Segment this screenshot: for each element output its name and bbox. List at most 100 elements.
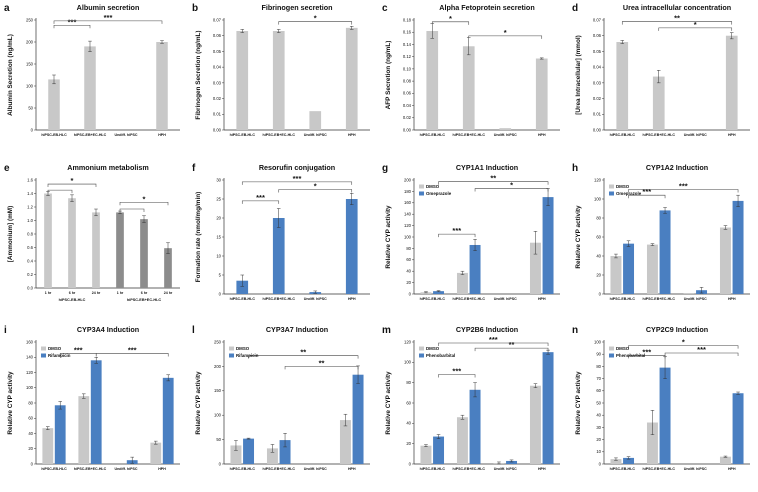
panel-i: i CYP3A4 Induction Relative CYP activity 0 2… — [4, 325, 180, 471]
significance-label: * — [449, 14, 452, 23]
x-category-label: hiPSC-EB+EC-HLC — [74, 133, 107, 137]
bar-omeprazole-3 — [732, 200, 744, 294]
x-category-label: Undiff. hiPSC — [494, 467, 517, 471]
y-tick-label: 0.16 — [403, 30, 412, 35]
y-tick-label: 20 — [216, 215, 221, 220]
bar-3 — [116, 212, 124, 288]
x-category-label: Undiff. hiPSC — [304, 467, 327, 471]
y-tick-label: 1.2 — [27, 204, 33, 209]
y-tick-label: 120 — [404, 223, 412, 228]
panel-letter: d — [572, 3, 578, 14]
legend-swatch — [609, 346, 614, 351]
y-tick-label: 0.07 — [213, 17, 222, 22]
legend-swatch — [419, 191, 424, 196]
bar-dmso-0 — [42, 428, 54, 464]
y-tick-label: 80 — [406, 380, 411, 385]
panel-g: g CYP1A1 Induction Relative CYP activity 0 2… — [382, 163, 560, 301]
y-tick-label: 40 — [596, 253, 601, 258]
significance-bracket — [278, 189, 353, 193]
significance-bracket — [119, 208, 145, 213]
legend-swatch — [41, 346, 46, 351]
significance-label: *** — [74, 345, 83, 354]
legend-entry: DMSO — [616, 184, 630, 189]
y-tick-label: 100 — [404, 234, 412, 239]
bar-3 — [156, 42, 168, 130]
significance-bracket — [438, 342, 549, 347]
bar-0 — [48, 79, 60, 130]
x-group-label: hiPSC-EB+EC-HLC — [127, 298, 162, 302]
significance-bracket — [658, 27, 733, 31]
y-tick-label: 50 — [28, 105, 33, 110]
significance-label: * — [71, 176, 74, 185]
y-tick-label: 0.2 — [27, 272, 33, 277]
x-category-label: Undiff. hiPSC — [304, 133, 327, 137]
significance-bracket — [628, 189, 739, 193]
bar-dmso-1 — [78, 396, 90, 464]
y-tick-label: 15 — [216, 234, 221, 239]
y-tick-label: 100 — [26, 385, 34, 390]
x-category-label: hiPSC-EB+EC-HLC — [74, 467, 107, 471]
y-tick-label: 20 — [596, 437, 601, 442]
bar-3 — [535, 58, 548, 130]
x-category-label: hiPSC-EB-HLC — [420, 297, 446, 301]
significance-bracket — [664, 352, 739, 356]
y-tick-label: 60 — [596, 388, 601, 393]
y-axis-label: Relative CYP activity — [385, 205, 392, 269]
legend-swatch — [609, 191, 614, 196]
y-tick-label: 0 — [409, 291, 412, 296]
y-tick-label: 0.04 — [403, 103, 412, 108]
bar-dmso-0 — [610, 256, 622, 294]
x-category-label: Undiff. hiPSC — [304, 297, 327, 301]
y-tick-label: 0.02 — [213, 96, 222, 101]
y-tick-label: 80 — [596, 364, 601, 369]
y-tick-label: 0.06 — [593, 33, 602, 38]
panel-e: e Ammonium metabolism [Ammonium] (mM) 0.0 0.… — [4, 163, 180, 302]
y-tick-label: 100 — [594, 339, 602, 344]
significance-bracket — [628, 355, 666, 359]
x-category-label: hiPSC-EB+EC-HLC — [643, 297, 676, 301]
y-tick-label: 80 — [406, 246, 411, 251]
y-tick-label: 80 — [28, 400, 33, 405]
x-category-label: Undiff. hiPSC — [115, 467, 138, 471]
bar-phenobarbital-3 — [732, 393, 744, 464]
y-tick-label: 0.04 — [213, 65, 222, 70]
panel-letter: a — [4, 3, 10, 14]
significance-label: * — [143, 194, 146, 203]
chart-title: CYP1A2 Induction — [646, 163, 708, 172]
bar-dmso-2 — [683, 293, 695, 294]
legend-swatch — [41, 353, 46, 358]
panel-letter: i — [4, 325, 7, 336]
y-tick-label: 40 — [596, 413, 601, 418]
panel-d: d Urea intracellular concentration [Urea I… — [572, 3, 750, 137]
significance-label: * — [510, 181, 513, 190]
y-axis-label: Relative CYP activity — [7, 371, 14, 435]
y-tick-label: 160 — [26, 339, 34, 344]
x-category-label: hiPSC-EB+EC-HLC — [263, 467, 296, 471]
bar-dmso-1 — [646, 244, 658, 294]
y-tick-label: 90 — [596, 352, 601, 357]
bar-phenobarbital-3 — [542, 352, 554, 464]
y-tick-label: 40 — [406, 421, 411, 426]
y-axis-label: Relative CYP activity — [385, 371, 392, 435]
y-tick-label: 50 — [596, 400, 601, 405]
significance-bracket — [628, 345, 739, 349]
x-category-label: hiPSC-EB+EC-HLC — [453, 297, 486, 301]
y-tick-label: 40 — [406, 269, 411, 274]
y-tick-label: 0 — [599, 461, 602, 466]
bar-omeprazole-1 — [469, 244, 481, 294]
y-tick-label: 250 — [26, 17, 34, 22]
panel-letter: h — [572, 163, 578, 174]
significance-bracket — [474, 188, 549, 192]
bar-1 — [652, 76, 665, 130]
y-tick-label: 1.0 — [27, 218, 33, 223]
y-tick-label: 25 — [216, 196, 221, 201]
panel-letter: n — [572, 325, 578, 336]
y-tick-label: 0.06 — [403, 91, 412, 96]
y-tick-label: 100 — [26, 83, 34, 88]
y-tick-label: 30 — [596, 425, 601, 430]
y-tick-label: 120 — [594, 177, 602, 182]
significance-label: *** — [293, 174, 302, 183]
bar-dmso-1 — [456, 417, 468, 464]
y-tick-label: 0.04 — [593, 65, 602, 70]
x-category-label: HPH — [538, 297, 546, 301]
